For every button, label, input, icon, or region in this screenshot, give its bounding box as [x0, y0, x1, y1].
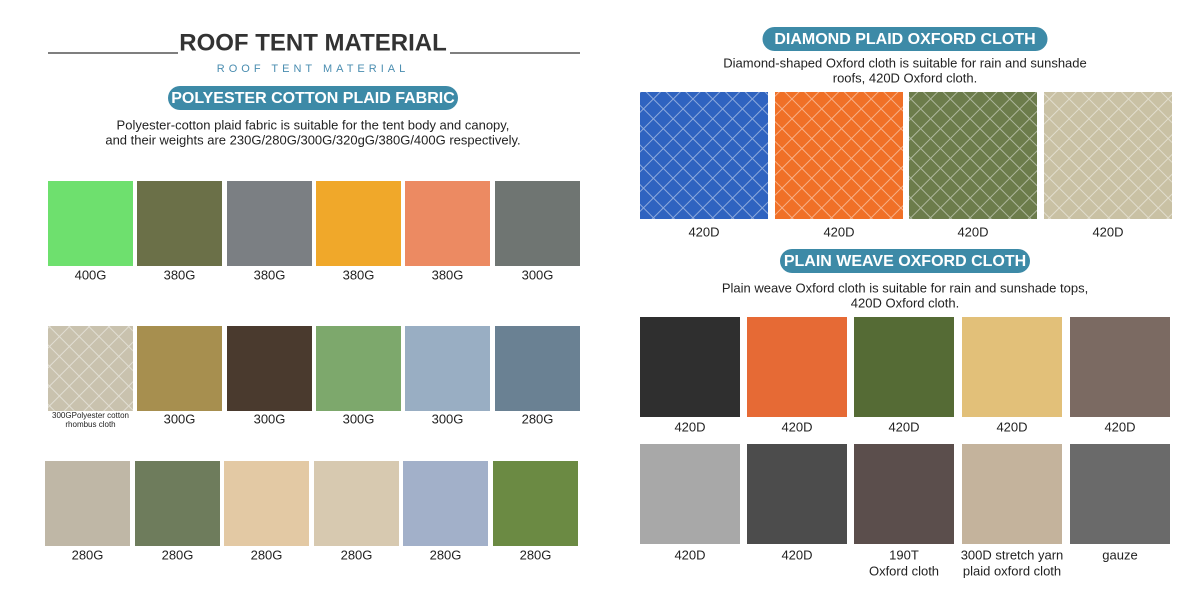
section-description: Plain weave Oxford cloth is suitable for… — [722, 280, 1088, 295]
swatch-label: 420D — [781, 547, 812, 562]
swatch-label: 420D — [1104, 419, 1135, 434]
swatch — [495, 326, 580, 411]
swatch-label: rhombus cloth — [65, 420, 115, 429]
swatch — [405, 326, 490, 411]
swatch-label: 380G — [343, 267, 375, 282]
swatch-label: 380G — [432, 267, 464, 282]
swatch-label: 300G — [432, 411, 464, 426]
swatch-label: 280G — [341, 547, 373, 562]
swatch-label: 300G — [522, 267, 554, 282]
swatch-label: 420D — [674, 419, 705, 434]
section-description: and their weights are 230G/280G/300G/320… — [105, 132, 520, 147]
swatch-label: Oxford cloth — [869, 563, 939, 578]
swatch — [495, 181, 580, 266]
swatch-label: gauze — [1102, 547, 1137, 562]
swatch-texture — [909, 92, 1037, 219]
swatch — [227, 326, 312, 411]
swatch — [640, 317, 740, 417]
swatch — [135, 461, 220, 546]
swatch — [314, 461, 399, 546]
swatch-texture — [640, 92, 768, 219]
swatch — [403, 461, 488, 546]
swatch-label: 420D — [674, 547, 705, 562]
swatch — [747, 317, 847, 417]
swatch-label: 190T — [889, 547, 919, 562]
swatch-label: 420D — [957, 224, 988, 239]
swatch-label: 300G — [254, 411, 286, 426]
swatch-label: 400G — [75, 267, 107, 282]
section-pill — [168, 86, 458, 110]
swatch-label: 420D — [688, 224, 719, 239]
swatch — [137, 181, 222, 266]
page-title: ROOF TENT MATERIAL — [179, 29, 447, 56]
swatch-label: 380G — [164, 267, 196, 282]
swatch-label: 280G — [430, 547, 462, 562]
swatch — [747, 444, 847, 544]
section-description: 420D Oxford cloth. — [851, 295, 959, 310]
swatch-label: 280G — [251, 547, 283, 562]
swatch-label: 380G — [254, 267, 286, 282]
swatch — [854, 317, 954, 417]
swatch — [493, 461, 578, 546]
swatch — [1070, 317, 1170, 417]
section-title: DIAMOND PLAID OXFORD CLOTH — [774, 31, 1035, 48]
swatch-label: 300G — [343, 411, 375, 426]
swatch-label: 280G — [522, 411, 554, 426]
swatch-label: 420D — [1092, 224, 1123, 239]
section-pill — [780, 249, 1030, 273]
swatch-texture — [48, 326, 133, 411]
swatch-label: 300D stretch yarn — [961, 547, 1064, 562]
swatch — [316, 326, 401, 411]
swatch-label: 280G — [162, 547, 194, 562]
swatch-label: 420D — [823, 224, 854, 239]
section-description: Polyester-cotton plaid fabric is suitabl… — [117, 117, 510, 132]
swatch-texture — [1044, 92, 1172, 219]
swatch-texture — [775, 92, 903, 219]
swatch — [224, 461, 309, 546]
swatch — [640, 444, 740, 544]
swatch — [1070, 444, 1170, 544]
swatch — [48, 181, 133, 266]
section-description: Diamond-shaped Oxford cloth is suitable … — [723, 55, 1087, 70]
swatch-label: 300GPolyester cotton — [52, 411, 129, 420]
swatch — [137, 326, 222, 411]
swatch — [45, 461, 130, 546]
swatch-label: 420D — [781, 419, 812, 434]
swatch — [316, 181, 401, 266]
section-pill — [762, 27, 1048, 51]
swatch — [962, 444, 1062, 544]
swatch-label: 280G — [72, 547, 104, 562]
swatch-label: plaid oxford cloth — [963, 563, 1061, 578]
swatch-label: 300G — [164, 411, 196, 426]
swatch — [227, 181, 312, 266]
section-title: PLAIN WEAVE OXFORD CLOTH — [784, 253, 1026, 270]
swatch — [962, 317, 1062, 417]
section-description: roofs, 420D Oxford cloth. — [833, 70, 978, 85]
swatch-label: 420D — [996, 419, 1027, 434]
page-subtitle: ROOF TENT MATERIAL — [217, 63, 409, 75]
swatch — [405, 181, 490, 266]
swatch-label: 420D — [888, 419, 919, 434]
swatch — [854, 444, 954, 544]
swatch-label: 280G — [520, 547, 552, 562]
section-title: POLYESTER COTTON PLAID FABRIC — [171, 90, 455, 107]
